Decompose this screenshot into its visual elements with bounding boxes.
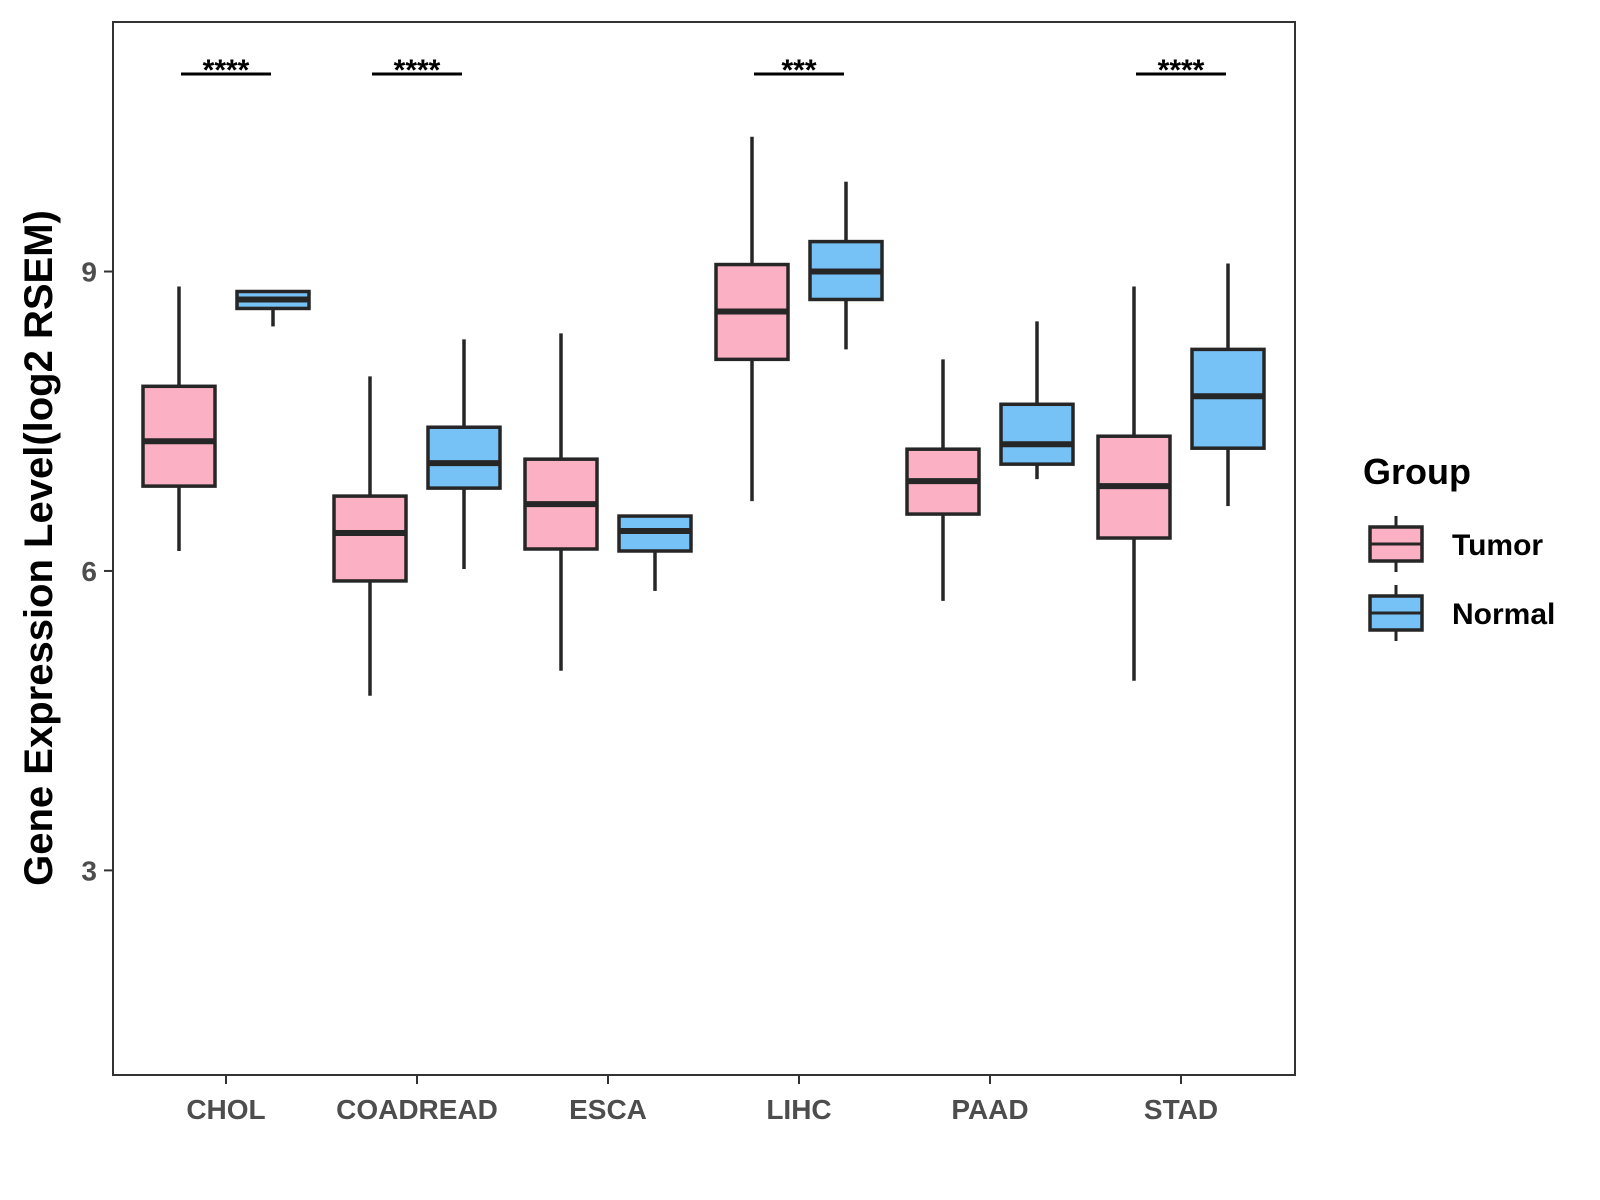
box-normal-lihc xyxy=(808,181,884,350)
boxes-layer xyxy=(141,136,1266,696)
x-tick-label: COADREAD xyxy=(336,1094,498,1125)
legend-label-normal: Normal xyxy=(1452,598,1555,631)
significance-label: **** xyxy=(394,54,441,87)
x-axis: CHOL COADREAD ESCA LIHC PAAD STAD xyxy=(186,1075,1218,1125)
significance-label: **** xyxy=(1158,54,1205,87)
box-tumor-paad xyxy=(905,359,981,601)
box-tumor-stad xyxy=(1096,286,1172,681)
plot-panel-border xyxy=(112,21,1296,1076)
x-tick-label: PAAD xyxy=(951,1094,1028,1125)
legend-title: Group xyxy=(1363,451,1471,492)
box-normal-esca xyxy=(617,514,693,591)
significance-label: **** xyxy=(203,54,250,87)
legend: Group Tumor Normal xyxy=(1363,451,1555,641)
legend-key-tumor xyxy=(1368,516,1424,572)
x-tick-label: ESCA xyxy=(569,1094,647,1125)
x-tick-label: STAD xyxy=(1144,1094,1218,1125)
box-tumor-esca xyxy=(523,333,599,671)
box-normal-chol xyxy=(235,289,311,327)
y-tick-label: 3 xyxy=(81,855,97,886)
box-normal-stad xyxy=(1190,263,1266,507)
box-iqr xyxy=(332,494,408,583)
y-tick-label: 6 xyxy=(81,556,97,587)
box-tumor-lihc xyxy=(714,136,790,502)
box-iqr xyxy=(426,425,502,490)
significance-annotations: **** **** *** **** xyxy=(181,54,1226,87)
box-iqr xyxy=(141,384,217,488)
y-axis: 3 6 9 xyxy=(81,257,113,886)
box-normal-coadread xyxy=(426,339,502,569)
y-axis-title: Gene Expression Level(log2 RSEM) xyxy=(17,210,61,886)
y-tick-label: 9 xyxy=(81,257,97,288)
legend-key-normal xyxy=(1368,585,1424,641)
significance-label: *** xyxy=(781,54,816,87)
box-tumor-coadread xyxy=(332,376,408,696)
x-tick-label: CHOL xyxy=(186,1094,265,1125)
box-tumor-chol xyxy=(141,286,217,551)
legend-label-tumor: Tumor xyxy=(1452,529,1543,562)
x-tick-label: LIHC xyxy=(766,1094,831,1125)
box-normal-paad xyxy=(999,321,1075,480)
box-iqr xyxy=(999,402,1075,466)
